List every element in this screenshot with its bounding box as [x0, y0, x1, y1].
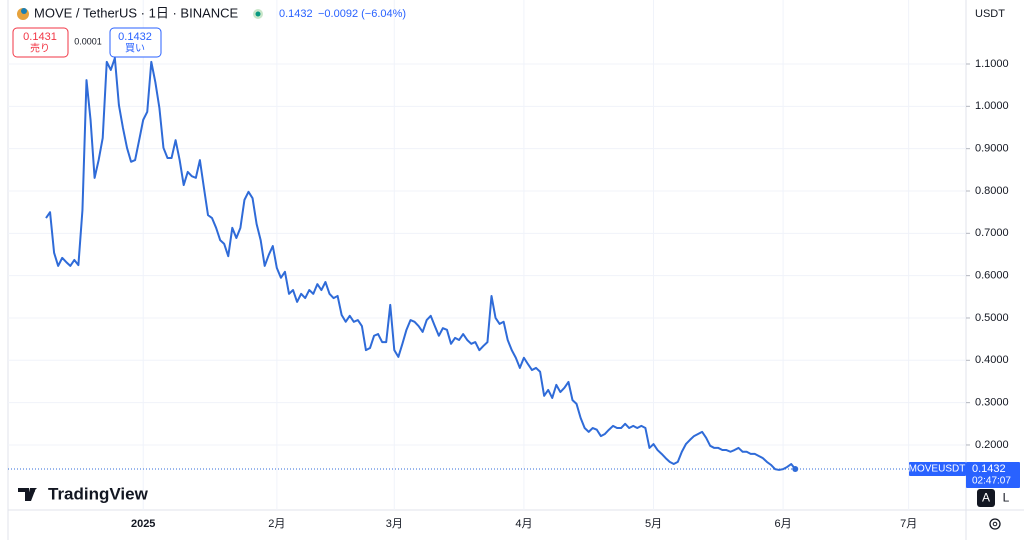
price-tag: [966, 462, 1020, 489]
y-tick-label: 1.1000: [975, 58, 1009, 70]
price-tag-text: 0.1432: [972, 463, 1006, 475]
x-tick-label: 4月: [515, 518, 532, 530]
countdown: 02:47:07: [972, 476, 1011, 487]
y-tick-label: 0.4000: [975, 354, 1009, 366]
y-tick-label: 0.9000: [975, 143, 1009, 155]
last-point: [792, 466, 799, 473]
sell-label[interactable]: 売り: [30, 42, 50, 55]
last-price: 0.1432: [279, 8, 313, 20]
auto-scale[interactable]: A: [982, 491, 990, 505]
y-tick-label: 0.6000: [975, 270, 1009, 282]
symbol-tag: [909, 462, 966, 477]
y-tick-label: 0.3000: [975, 397, 1009, 409]
sell-button[interactable]: [12, 27, 69, 58]
currency[interactable]: USDT: [975, 8, 1005, 20]
logo-icon: [31, 488, 35, 493]
auto-scale-button[interactable]: [977, 489, 995, 507]
price-change: −0.0092 (−6.04%): [318, 8, 406, 20]
sell-price[interactable]: 0.1431: [23, 31, 57, 43]
x-tick-label: 2025: [131, 518, 155, 530]
symbol-tag-text: MOVEUSDT: [909, 464, 966, 475]
status-dot: [255, 11, 261, 17]
y-tick-label: 0.8000: [975, 185, 1009, 197]
y-tick-label: 1.0000: [975, 100, 1009, 112]
settings-icon[interactable]: [989, 518, 1001, 530]
x-tick-label: 5月: [645, 518, 662, 530]
buy-label[interactable]: 買い: [125, 43, 145, 55]
buy-price[interactable]: 0.1432: [118, 31, 152, 43]
y-tick-label: 0.2000: [975, 439, 1009, 451]
settings-icon[interactable]: [992, 521, 998, 527]
brand: TradingView: [48, 484, 149, 503]
y-tick-label: 0.5000: [975, 312, 1009, 324]
grid: [8, 0, 966, 510]
price-line: [45, 57, 797, 471]
symbol-title: MOVE / TetherUS · 1日 · BINANCE: [34, 5, 239, 20]
symbol-icon: [21, 8, 27, 14]
log-scale[interactable]: L: [1003, 491, 1010, 505]
x-tick-label: 6月: [775, 518, 792, 530]
buy-button[interactable]: [109, 27, 162, 58]
y-tick-label: 0.7000: [975, 227, 1009, 239]
x-tick-label: 3月: [386, 518, 403, 530]
plot: [8, 57, 966, 473]
x-tick-label: 7月: [900, 518, 917, 530]
spread: 0.0001: [74, 36, 102, 46]
x-tick-label: 2月: [268, 518, 285, 530]
